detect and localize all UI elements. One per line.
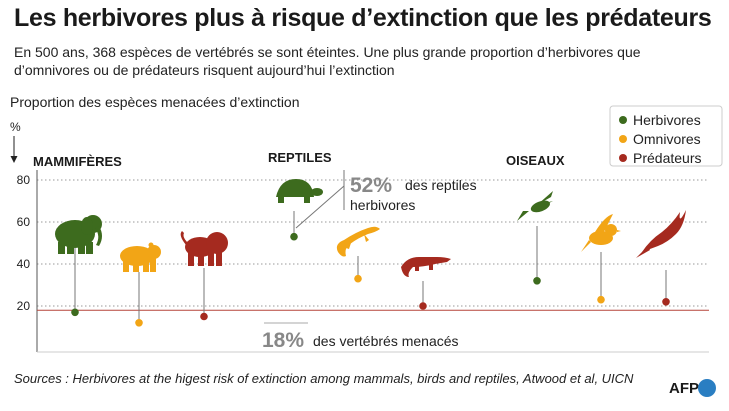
tortoise-icon xyxy=(276,179,323,203)
legend-box xyxy=(609,105,723,167)
data-point xyxy=(200,312,208,321)
eagle-icon xyxy=(636,210,686,258)
annotation-leader xyxy=(295,185,345,229)
data-point xyxy=(354,274,362,283)
data-point xyxy=(597,295,605,304)
afp-logo-text: AFP xyxy=(669,380,699,397)
group-label: REPTILES xyxy=(268,150,332,165)
group-label: OISEAUX xyxy=(506,153,565,168)
y-tick-label: 40 xyxy=(17,257,31,271)
afp-logo: AFP xyxy=(669,379,716,397)
lizard-icon xyxy=(336,226,380,257)
annotation-text: herbivores xyxy=(350,197,415,213)
annotation-number: 52% xyxy=(350,174,392,197)
annotation-text: des reptiles xyxy=(405,177,477,193)
legend-swatch xyxy=(619,135,627,143)
bird-icon xyxy=(581,214,621,252)
crocodile-icon xyxy=(401,257,451,277)
y-tick-label: 60 xyxy=(17,215,31,229)
legend: Herbivores Omnivores Prédateurs xyxy=(609,105,723,167)
data-point xyxy=(533,277,541,285)
bear-icon xyxy=(120,242,161,272)
data-point xyxy=(135,319,143,327)
unit-arrow xyxy=(10,136,18,163)
y-tick-label: 80 xyxy=(17,173,31,187)
data-point xyxy=(71,308,79,317)
legend-label: Herbivores xyxy=(633,112,701,128)
legend-label: Prédateurs xyxy=(633,150,701,166)
plot-title: Proportion des espèces menacées d’extinc… xyxy=(10,94,300,110)
elephant-icon xyxy=(55,215,102,254)
y-tick-label: 20 xyxy=(17,299,31,313)
lion-icon xyxy=(180,231,228,266)
afp-logo-mark xyxy=(698,379,716,397)
reference-label: des vertébrés menacés xyxy=(313,333,459,349)
source-note: Sources : Herbivores at the higest risk … xyxy=(14,371,634,386)
data-point xyxy=(419,302,427,310)
legend-label: Omnivores xyxy=(633,131,701,147)
chart-title: Les herbivores plus à risque d’extinctio… xyxy=(14,4,712,32)
hummingbird-icon xyxy=(517,191,553,221)
reference-number: 18% xyxy=(262,329,304,352)
data-point xyxy=(662,298,670,306)
chart-subtitle: En 500 ans, 368 espèces de vertébrés se … xyxy=(14,44,641,78)
group-label: MAMMIFÈRES xyxy=(33,154,122,169)
data-point xyxy=(290,232,298,241)
legend-swatch xyxy=(619,116,627,124)
legend-swatch xyxy=(619,154,627,162)
y-unit-label: % xyxy=(10,120,21,134)
